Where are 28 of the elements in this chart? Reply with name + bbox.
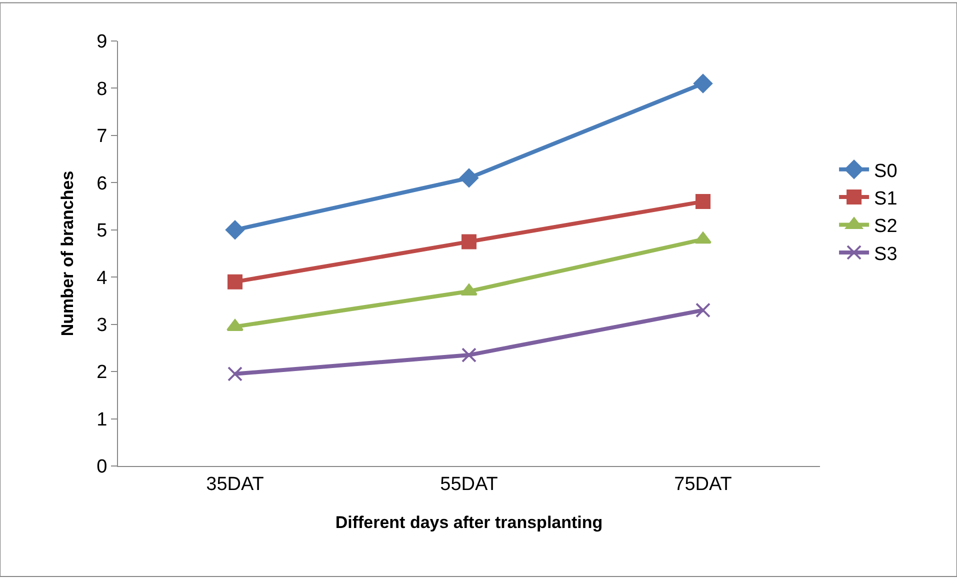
y-tick-label: 0 [96,456,108,478]
point [694,74,712,93]
y-tick-label: 5 [96,220,108,242]
point [228,366,242,382]
legend-label: S1 [874,188,898,210]
legend-label: S0 [874,160,898,182]
point [462,234,476,250]
point [228,274,242,290]
x-tick-label: 75DAT [674,474,732,495]
point [462,348,476,363]
y-tick-label: 4 [96,268,108,289]
y-tick-label: 8 [96,78,108,100]
y-tick-label: 6 [96,173,108,194]
point [460,168,478,188]
point [696,194,710,210]
point [226,220,244,240]
x-tick-label: 55DAT [440,474,498,495]
x-axis-title: Different days after transplanting [335,513,603,532]
y-tick-label: 1 [96,409,108,430]
x-tick-label: 35DAT [206,474,264,495]
y-tick-label: 7 [96,126,108,148]
point [696,302,710,318]
y-tick-label: 3 [96,314,108,336]
y-axis-title: Number of branches [58,170,78,336]
legend-label: S2 [874,216,898,238]
y-tick-label: 9 [96,32,108,53]
legend-label: S3 [874,244,898,265]
y-tick-label: 2 [96,362,108,384]
